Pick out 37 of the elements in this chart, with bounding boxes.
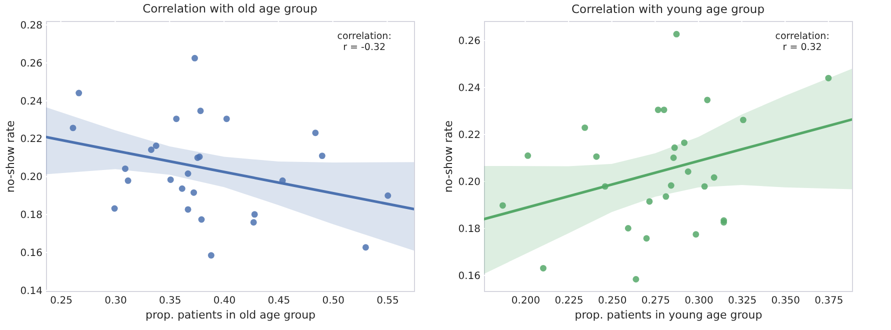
x-tick-label: 0.40 <box>213 296 236 306</box>
y-tick-label: 0.26 <box>458 36 480 48</box>
x-tick-label: 0.45 <box>268 296 290 306</box>
chart-title: Correlation with old age group <box>142 1 318 16</box>
y-tick-label: 0.24 <box>458 83 480 94</box>
x-tick-label: 0.375 <box>814 296 844 306</box>
x-tick-label: 0.55 <box>376 296 399 306</box>
y-tick-label: 0.22 <box>20 134 42 146</box>
x-tick-label: 0.350 <box>771 296 800 306</box>
x-tick-label: 0.225 <box>554 296 584 306</box>
y-tick-label: 0.14 <box>20 286 42 297</box>
y-tick-label: 0.24 <box>20 96 42 108</box>
x-tick-label: 0.275 <box>641 296 670 306</box>
x-tick-label: 0.30 <box>104 296 127 306</box>
y-tick-label: 0.20 <box>458 176 480 188</box>
x-axis-title: prop. patients in old age group <box>145 308 316 322</box>
y-tick-label: 0.20 <box>20 172 42 184</box>
y-tick-label: 0.16 <box>20 248 42 260</box>
x-tick-label: 0.250 <box>598 296 627 306</box>
x-tick-label: 0.325 <box>728 296 757 306</box>
y-tick-label: 0.22 <box>458 130 480 141</box>
annotation: correlation: r = 0.32 <box>775 31 830 53</box>
x-tick-label: 0.35 <box>158 296 182 306</box>
chart-title: Correlation with young age group <box>572 2 764 16</box>
x-tick-label: 0.200 <box>511 296 540 306</box>
y-tick-label: 0.18 <box>458 224 480 235</box>
x-tick-label: 0.25 <box>50 296 72 306</box>
x-axis-title: prop. patients in young age group <box>574 308 762 322</box>
annotation: correlation: r = -0.32 <box>337 31 392 53</box>
x-tick-label: 0.300 <box>684 296 714 306</box>
y-tick-label: 0.16 <box>458 270 480 282</box>
y-tick-label: 0.18 <box>20 210 42 222</box>
y-axis-title: no-show rate <box>4 120 18 193</box>
y-tick-label: 0.26 <box>20 58 42 70</box>
x-tick-label: 0.50 <box>322 296 344 306</box>
y-axis-title: no-show rate <box>442 120 456 193</box>
y-tick-label: 0.28 <box>20 20 42 32</box>
